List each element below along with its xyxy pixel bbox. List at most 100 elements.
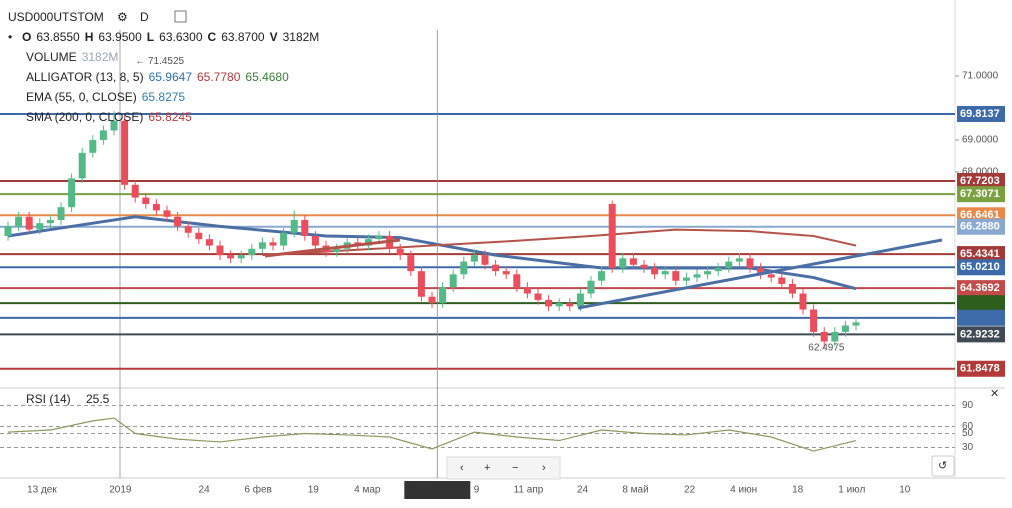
ohlc-item: H 63.9500 (85, 30, 142, 44)
annotation: 62.4975 (808, 343, 845, 354)
candle-body (269, 242, 277, 246)
x-tick-label: 13 дек (27, 485, 57, 496)
legend-value: 65.8245 (148, 110, 192, 124)
candle-body (174, 216, 182, 227)
legend: VOLUME 3182M ALLIGATOR (13, 8, 5) 65.9647 65… (26, 50, 289, 124)
rsi-tick-label: 90 (962, 400, 974, 411)
candle-body (492, 264, 500, 272)
candle-body (396, 248, 404, 256)
candle-body (110, 120, 118, 131)
candle-body (693, 274, 701, 278)
x-tick-label: 24 (199, 485, 211, 496)
trend-line (264, 238, 401, 258)
price-level-label: 65.4341 (960, 248, 1000, 260)
price-level-label: 61.8478 (960, 363, 1000, 375)
rsi-tick-label: 30 (962, 442, 974, 453)
candle-body (375, 235, 383, 240)
ohlc-value: 63.8700 (221, 30, 265, 44)
ohlc-label: O (22, 30, 31, 44)
x-tick-label: 18 (792, 485, 804, 496)
symbol[interactable]: USD000UTSTOM (8, 10, 104, 24)
close-icon[interactable]: ✕ (990, 388, 999, 400)
reset-button[interactable] (931, 455, 955, 477)
x-tick-label: 19 (308, 485, 320, 496)
candle-body (651, 267, 659, 275)
trend-line (577, 238, 943, 310)
candle-body (89, 140, 97, 153)
price-level-label: 66.6461 (960, 209, 1000, 221)
price-level-label: 65.0210 (960, 261, 1000, 273)
price-level-label: 62.9232 (960, 328, 1000, 340)
candle-body (788, 283, 796, 294)
candle-body (714, 267, 722, 272)
layout-icon[interactable] (174, 10, 187, 23)
candle-body (598, 271, 606, 281)
rsi-tick-label: 60 (962, 421, 974, 432)
candle-body (36, 223, 44, 230)
navigation-toolbar: ‹ + − › (446, 456, 561, 480)
ohlc-value: 63.8550 (36, 30, 80, 44)
candle-body (25, 216, 33, 230)
ohlc-label: V (270, 30, 278, 44)
candle-body (523, 287, 531, 294)
zoom-in[interactable]: + (484, 462, 490, 474)
candle-body (852, 322, 860, 326)
candle-body (672, 271, 680, 281)
ohlc-item: L 63.6300 (147, 30, 203, 44)
zoom-out[interactable]: − (512, 462, 518, 474)
x-tick-label: 4 мар (354, 485, 381, 496)
candle-body (57, 207, 65, 220)
candle-body (735, 258, 743, 262)
candle-body (545, 299, 553, 307)
candle-body (767, 274, 775, 278)
candle-body (566, 303, 574, 307)
candle-body (428, 296, 436, 304)
x-tick-label: 4 июн (730, 485, 757, 496)
candle-body (481, 255, 489, 265)
candle-body (587, 280, 595, 294)
legend-name: VOLUME (26, 50, 77, 64)
scroll-right[interactable]: › (542, 462, 546, 474)
interval[interactable]: D (140, 10, 149, 24)
price-level-label: 67.7203 (960, 175, 1000, 187)
ohlc-item: O 63.8550 (22, 30, 80, 44)
ohlc-item: V 3182M (270, 30, 320, 44)
bullet: • (8, 30, 12, 44)
candle-body (661, 271, 669, 275)
candle-body (810, 309, 818, 332)
price-level-label: 64.3692 (960, 282, 1000, 294)
price-level-box (957, 172, 1005, 189)
scroll-left[interactable]: ‹ (460, 462, 464, 474)
price-level-box (957, 326, 1005, 343)
candle-body (608, 203, 616, 268)
candle-body (629, 258, 637, 265)
crosshair-label: 21 мар 2019 (405, 484, 469, 496)
candle-body (290, 219, 298, 233)
ohlc-row: O 63.8550 H 63.9500 L 63.6300 C 63.8700 V 3182M (22, 30, 319, 44)
candle-body (799, 293, 807, 310)
candle-body (237, 255, 245, 259)
candle-body (449, 274, 457, 288)
reset-icon[interactable]: ↺ (938, 460, 947, 472)
price-level-label: 67.3071 (960, 188, 1000, 200)
settings-icon[interactable]: ⚙ (117, 10, 128, 24)
price-level-label: 66.2880 (960, 221, 1000, 233)
candle-body (15, 216, 23, 227)
candle-body (820, 331, 828, 342)
candle-body (152, 203, 160, 211)
candle-body (280, 232, 288, 246)
candle-body (576, 293, 584, 307)
x-tick-label: 9 (474, 485, 480, 496)
candle-body (470, 255, 478, 262)
x-tick-label: 10 (899, 485, 911, 496)
ohlc-label: H (85, 30, 94, 44)
rsi-line (7, 417, 857, 452)
x-tick-label: 1 июл (838, 485, 865, 496)
candle-body (619, 258, 627, 268)
candle-body (205, 239, 213, 246)
legend-value: 65.8275 (142, 90, 186, 104)
candle-body (184, 226, 192, 233)
candle-body (78, 152, 86, 179)
ohlc-label: C (208, 30, 217, 44)
rsi-tick-label: 50 (962, 428, 974, 439)
